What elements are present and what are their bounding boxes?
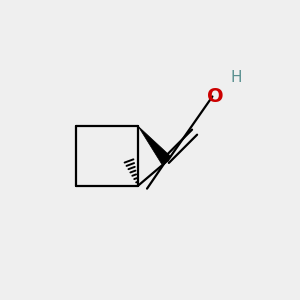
Polygon shape: [138, 126, 171, 164]
Text: O: O: [207, 87, 224, 106]
Text: H: H: [230, 70, 242, 85]
